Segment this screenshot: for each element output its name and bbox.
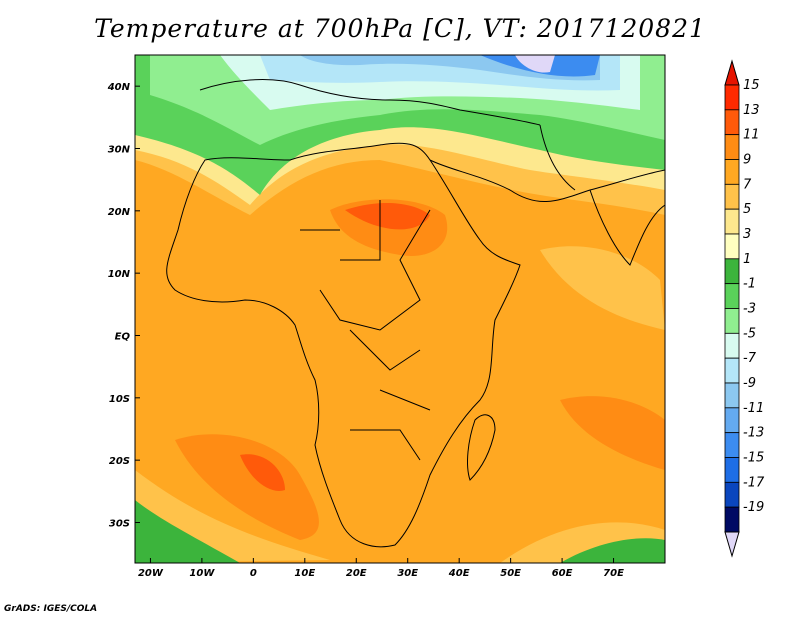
lat-tick-label: EQ — [115, 331, 131, 342]
lon-tick-label: 40E — [448, 568, 470, 579]
field-1-3-sw — [135, 500, 240, 563]
colorbar-label: 7 — [743, 177, 752, 192]
colorbar-swatch — [724, 308, 740, 334]
colorbar-swatch — [724, 283, 740, 309]
field-7-9-arabian-sea — [540, 246, 665, 330]
colorbar-label: -17 — [743, 475, 765, 490]
colorbar-label: -13 — [743, 426, 764, 441]
lat-tick-label: 30S — [109, 518, 130, 529]
lat-tick-label: 10N — [108, 269, 131, 280]
colorbar-swatch — [724, 258, 740, 285]
field-below-minus19-north — [515, 55, 555, 73]
africa-coastline — [166, 142, 521, 548]
field-11-13-indian-ocean — [560, 396, 665, 470]
colorbar-swatch — [724, 506, 740, 533]
colorbar-label: 13 — [743, 103, 760, 118]
colorbar-label: 1 — [743, 252, 751, 267]
colorbar-swatch — [724, 109, 740, 136]
colorbar-swatch — [724, 332, 740, 359]
colorbar-swatch — [724, 407, 740, 434]
field-13-15-sahel — [345, 203, 430, 230]
colorbar-swatch — [724, 382, 740, 409]
colorbar-swatch — [724, 159, 740, 185]
lat-tick-label: 10S — [109, 394, 130, 405]
colorbar: 15 13 11 9 7 5 3 1 -1 -3 -5 -7 -9 -11 -13 -15 -17 -19 — [724, 59, 765, 558]
lon-tick-label: 0 — [250, 568, 257, 579]
lat-tick-label: 20N — [108, 207, 131, 218]
persian-gulf-coastline — [539, 124, 576, 191]
lon-tick-label: 70E — [603, 568, 624, 579]
lon-tick-label: 30E — [397, 568, 418, 579]
lat-tick-label: 30N — [108, 144, 131, 155]
colorbar-label: 9 — [743, 153, 751, 168]
colorbar-label: 15 — [743, 78, 760, 93]
axis-ticks: 20W 10W 0 10E 20E 30E 40E 50E 60E 70E 40N 30N 20N 10N… — [107, 82, 624, 579]
colorbar-swatch — [724, 481, 740, 508]
colorbar-top-arrow — [724, 59, 740, 86]
india-coastline — [589, 189, 665, 266]
colorbar-label: -3 — [743, 302, 756, 317]
colorbar-label: -9 — [743, 376, 756, 391]
arabia-asia-coastline — [429, 159, 665, 203]
colorbar-swatch — [724, 183, 740, 210]
lon-tick-label: 10E — [294, 568, 315, 579]
colorbar-swatch — [724, 233, 740, 260]
credit-text: GrADS: IGES/COLA — [4, 604, 98, 614]
colorbar-swatch — [724, 134, 740, 160]
field-1-3-se — [560, 538, 665, 563]
colorbar-label: -5 — [743, 326, 756, 341]
lon-tick-label: 10W — [189, 568, 215, 579]
lon-tick-label: 60E — [552, 568, 573, 579]
colorbar-swatch — [724, 84, 740, 111]
lat-tick-label: 20S — [109, 456, 130, 467]
lon-tick-label: 20W — [138, 568, 164, 579]
colorbar-label: -11 — [743, 401, 764, 416]
colorbar-swatch — [724, 357, 740, 384]
colorbar-bottom-arrow — [724, 531, 740, 558]
colorbar-label: -1 — [743, 277, 756, 292]
lon-tick-label: 20E — [346, 568, 367, 579]
colorbar-swatch — [724, 457, 740, 483]
colorbar-swatch — [724, 208, 740, 235]
colorbar-label: 11 — [743, 128, 760, 143]
coastlines — [166, 79, 665, 548]
lat-tick-label: 40N — [107, 82, 131, 93]
colorbar-swatch — [724, 432, 740, 458]
field-13-15-sa — [240, 454, 285, 491]
lon-tick-label: 50E — [500, 568, 521, 579]
colorbar-label: -7 — [743, 351, 757, 366]
map-frame — [134, 54, 666, 564]
colorbar-label: 3 — [743, 227, 751, 242]
country-borders — [300, 200, 431, 461]
colorbar-label: -15 — [743, 451, 764, 466]
field-11-13-sa — [175, 434, 319, 540]
mediterranean-coastline — [199, 79, 541, 126]
colorbar-label: -19 — [743, 500, 764, 515]
temperature-field — [135, 55, 665, 563]
colorbar-label: 5 — [743, 202, 751, 217]
madagascar-coastline — [467, 414, 496, 481]
map-title: Temperature at 700hPa [C], VT: 201712082… — [94, 14, 706, 43]
